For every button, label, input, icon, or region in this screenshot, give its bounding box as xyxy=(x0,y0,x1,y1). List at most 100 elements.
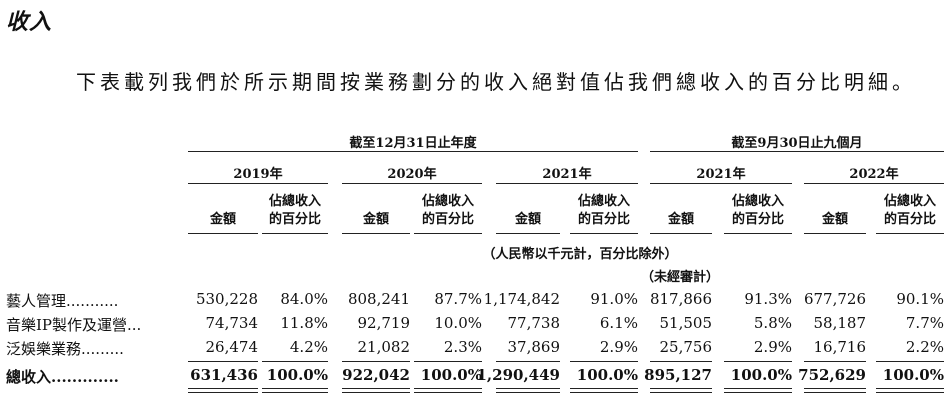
amount-subheader: 金額 xyxy=(821,212,848,227)
total-double-rule xyxy=(188,388,258,393)
row-label: 泛娛樂業務......... xyxy=(6,340,124,358)
amount-cell: 677,726 xyxy=(803,290,866,308)
pct-subheader-line1: 佔總收入 xyxy=(268,194,321,209)
total-double-rule xyxy=(650,388,712,393)
total-row-label: 總收入............. xyxy=(6,368,119,386)
total-top-rule xyxy=(570,361,638,362)
year-rule-2019 xyxy=(188,183,328,184)
pct-subheader-line1: 佔總收入 xyxy=(421,194,474,209)
amount-cell: 37,869 xyxy=(507,338,561,356)
total-double-rule xyxy=(570,388,638,393)
unaudited-note: （未經審計） xyxy=(640,270,719,285)
amount-subheader: 金額 xyxy=(209,212,236,227)
pct-cell: 91.0% xyxy=(590,290,638,308)
pct-cell: 90.1% xyxy=(896,290,944,308)
pct-cell: 100.0% xyxy=(882,366,944,384)
pct-subheader: 佔總收入 的百分比 xyxy=(414,193,482,229)
year-rule-2021-ytd xyxy=(650,183,792,184)
amount-cell: 74,734 xyxy=(205,314,259,332)
unit-note: （人民幣以千元計，百分比除外） xyxy=(482,247,678,262)
subheader-rule xyxy=(876,233,944,234)
pct-subheader-line1: 佔總收入 xyxy=(883,194,936,209)
total-top-rule xyxy=(804,361,866,362)
group-rule-ytd xyxy=(650,151,944,152)
subheader-rule xyxy=(804,233,866,234)
pct-cell: 11.8% xyxy=(280,314,328,332)
section-title: 收入 xyxy=(6,9,53,35)
amount-cell: 16,716 xyxy=(813,338,867,356)
subheader-rule xyxy=(496,233,560,234)
pct-subheader-line2: 的百分比 xyxy=(883,212,936,227)
year-rule-2021 xyxy=(496,183,638,184)
year-header-2020: 2020年 xyxy=(387,167,437,182)
amount-subheader: 金額 xyxy=(362,212,389,227)
amount-cell: 922,042 xyxy=(342,366,410,384)
total-top-rule xyxy=(342,361,410,362)
total-top-rule xyxy=(496,361,560,362)
pct-cell: 100.0% xyxy=(576,366,638,384)
group-header-fiscal: 截至12月31日止年度 xyxy=(349,136,477,151)
pct-cell: 7.7% xyxy=(905,314,944,332)
amount-cell: 21,082 xyxy=(357,338,411,356)
row-label: 音樂IP製作及運營... xyxy=(6,316,142,334)
amount-cell: 77,738 xyxy=(507,314,561,332)
total-double-rule xyxy=(724,388,792,393)
year-header-2022: 2022年 xyxy=(849,167,899,182)
pct-subheader: 佔總收入 的百分比 xyxy=(876,193,944,229)
pct-cell: 5.8% xyxy=(753,314,792,332)
amount-cell: 51,505 xyxy=(659,314,713,332)
total-top-rule xyxy=(876,361,944,362)
pct-cell: 2.9% xyxy=(753,338,792,356)
pct-cell: 84.0% xyxy=(280,290,328,308)
pct-cell: 2.9% xyxy=(599,338,638,356)
total-double-rule xyxy=(414,388,482,393)
amount-subheader: 金額 xyxy=(667,212,694,227)
pct-cell: 100.0% xyxy=(266,366,328,384)
pct-subheader-line2: 的百分比 xyxy=(421,212,474,227)
subheader-rule xyxy=(570,233,638,234)
pct-subheader-line2: 的百分比 xyxy=(268,212,321,227)
amount-cell: 58,187 xyxy=(813,314,867,332)
amount-cell: 92,719 xyxy=(357,314,411,332)
total-top-rule xyxy=(188,361,258,362)
subheader-rule xyxy=(724,233,792,234)
pct-subheader: 佔總收入 的百分比 xyxy=(570,193,638,229)
pct-cell: 100.0% xyxy=(730,366,792,384)
pct-cell: 91.3% xyxy=(744,290,792,308)
year-header-2019: 2019年 xyxy=(233,167,283,182)
pct-cell: 100.0% xyxy=(420,366,482,384)
total-double-rule xyxy=(876,388,944,393)
total-double-rule xyxy=(804,388,866,393)
pct-subheader-line2: 的百分比 xyxy=(577,212,630,227)
year-rule-2022 xyxy=(804,183,944,184)
group-rule-fiscal xyxy=(188,151,638,152)
amount-subheader: 金額 xyxy=(514,212,541,227)
amount-cell: 752,629 xyxy=(798,366,866,384)
pct-cell: 10.0% xyxy=(434,314,482,332)
total-double-rule xyxy=(496,388,560,393)
amount-cell: 26,474 xyxy=(205,338,259,356)
amount-cell: 895,127 xyxy=(644,366,712,384)
subheader-rule xyxy=(342,233,410,234)
pct-cell: 2.2% xyxy=(905,338,944,356)
pct-cell: 4.2% xyxy=(289,338,328,356)
pct-subheader-line2: 的百分比 xyxy=(731,212,784,227)
amount-cell: 808,241 xyxy=(347,290,410,308)
total-top-rule xyxy=(724,361,792,362)
total-top-rule xyxy=(650,361,712,362)
amount-cell: 1,174,842 xyxy=(483,290,560,308)
year-header-2021-ytd: 2021年 xyxy=(696,167,746,182)
group-header-ytd: 截至9月30日止九個月 xyxy=(731,136,863,151)
pct-subheader-line1: 佔總收入 xyxy=(731,194,784,209)
pct-subheader: 佔總收入 的百分比 xyxy=(724,193,792,229)
pct-cell: 2.3% xyxy=(443,338,482,356)
amount-cell: 25,756 xyxy=(659,338,713,356)
total-top-rule xyxy=(414,361,482,362)
year-header-2021: 2021年 xyxy=(542,167,592,182)
amount-cell: 530,228 xyxy=(195,290,258,308)
total-top-rule xyxy=(262,361,328,362)
total-double-rule xyxy=(342,388,410,393)
row-label: 藝人管理........... xyxy=(6,292,119,310)
subheader-rule xyxy=(650,233,712,234)
amount-cell: 631,436 xyxy=(190,366,258,384)
